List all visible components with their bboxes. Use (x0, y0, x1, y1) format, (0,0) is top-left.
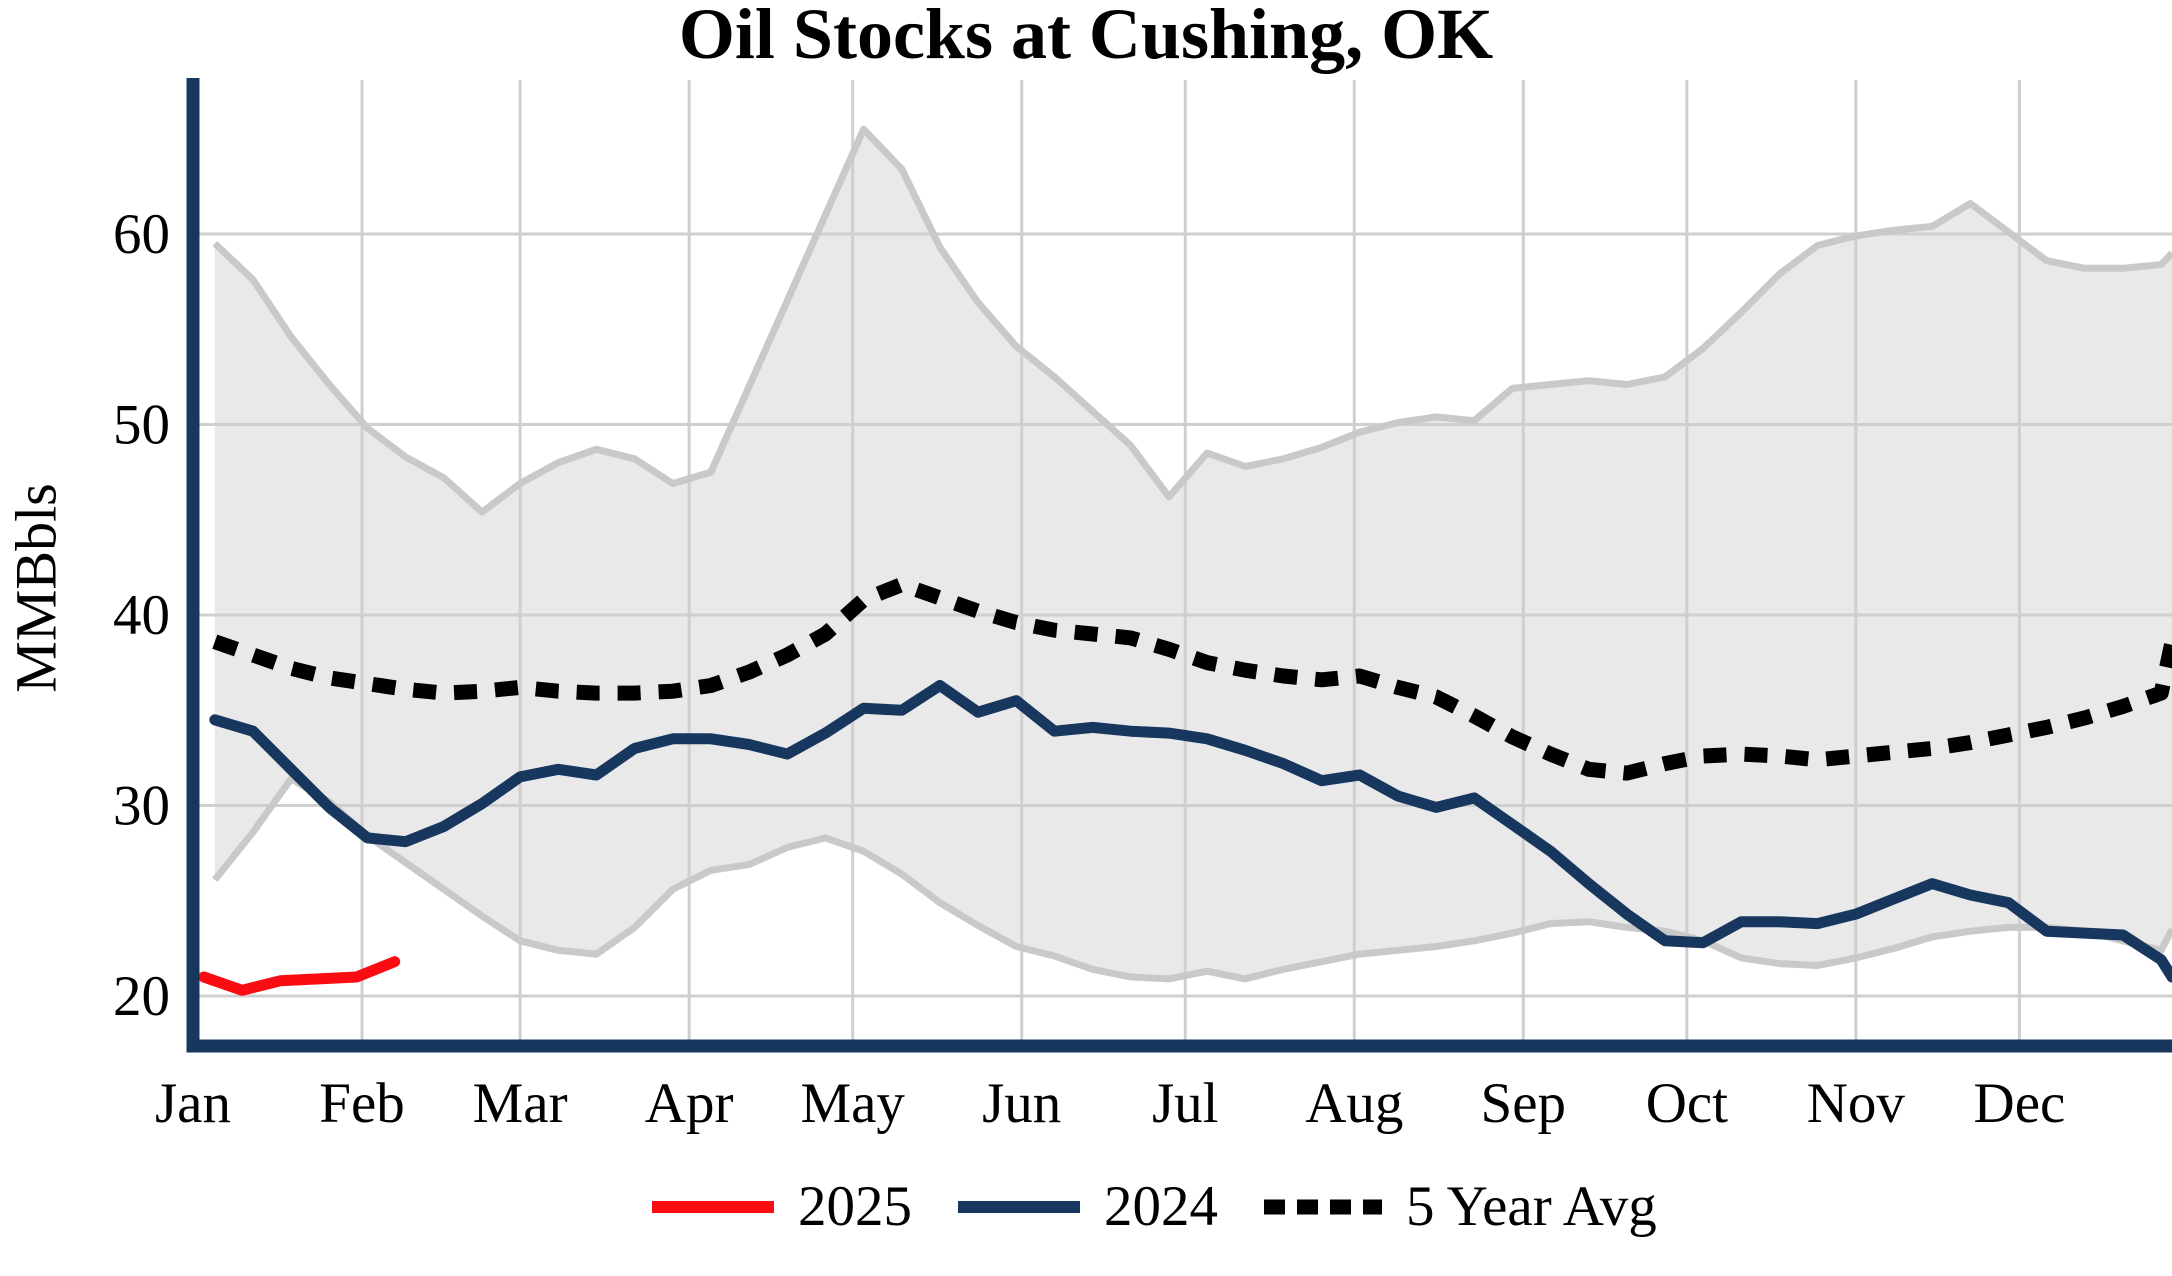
chart-title: Oil Stocks at Cushing, OK (678, 0, 1494, 74)
series-line-2024 (209, 680, 2172, 983)
legend: 2025 2024 5 Year Avg (652, 1176, 1657, 1238)
x-tick-label: Nov (1807, 1072, 1906, 1135)
x-tick-label: May (800, 1072, 905, 1135)
legend-item-2025: 2025 (652, 1176, 912, 1238)
x-tick-label: Feb (319, 1072, 405, 1135)
series-line-2025 (198, 956, 401, 996)
legend-label-2024: 2024 (1104, 1175, 1218, 1238)
legend-label-2025: 2025 (798, 1175, 912, 1238)
x-tick-label: Apr (645, 1072, 734, 1135)
y-tick-label: 50 (113, 394, 170, 457)
y-axis-spine (186, 78, 200, 1053)
x-axis-spine (186, 1039, 2172, 1053)
legend-swatch-5-year-avg-dashed-line (1264, 1199, 1382, 1215)
x-tick-label: Jun (982, 1072, 1061, 1135)
x-tick-label: Jan (155, 1072, 231, 1135)
x-tick-label: Jul (1152, 1072, 1219, 1135)
legend-swatch-2024-line (958, 1201, 1080, 1213)
x-tick-label: Mar (473, 1072, 568, 1135)
y-tick-label: 40 (113, 584, 170, 647)
x-tick-label: Dec (1974, 1072, 2066, 1135)
x-tick-label: Sep (1481, 1072, 1567, 1135)
five-year-range-bottom-edge (212, 775, 2172, 983)
legend-item-5-year-avg: 5 Year Avg (1264, 1176, 1657, 1238)
five-year-range-top-edge (212, 125, 2172, 516)
y-tick-label: 30 (113, 775, 170, 838)
legend-label-5-year-avg: 5 Year Avg (1406, 1175, 1657, 1238)
y-tick-label: 60 (113, 203, 170, 266)
x-tick-label: Aug (1305, 1072, 1403, 1135)
five-year-range-band (214, 129, 2172, 979)
legend-item-2024: 2024 (958, 1176, 1218, 1238)
x-tick-label: Oct (1646, 1072, 1728, 1135)
legend-swatch-2025-line (652, 1201, 774, 1213)
y-tick-label: 20 (113, 965, 170, 1028)
series-line-5-year-avg (212, 577, 2172, 781)
